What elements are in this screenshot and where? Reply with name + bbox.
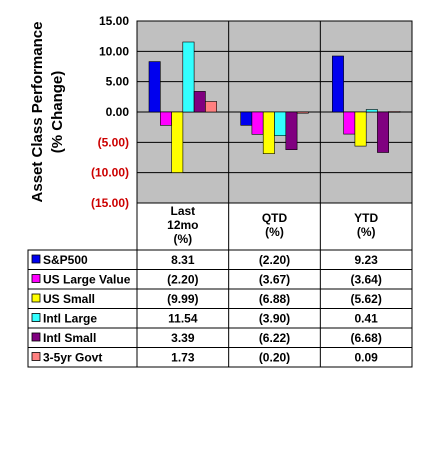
legend-swatch <box>31 352 41 361</box>
bar <box>331 55 344 113</box>
y-axis-label-line: Asset Class Performance <box>29 22 46 203</box>
category-label: YTD <box>354 211 378 225</box>
y-axis-label-line: (% Change) <box>49 71 66 154</box>
bar <box>354 111 367 147</box>
bar <box>205 101 217 113</box>
data-label: 3.39 <box>171 331 195 345</box>
bar <box>377 111 389 153</box>
data-label: 0.41 <box>354 312 378 326</box>
data-label: (9.99) <box>167 292 198 306</box>
legend-swatch <box>31 254 41 264</box>
bar <box>285 111 298 151</box>
y-tick-label: (10.00) <box>91 166 129 180</box>
y-tick-label: (15.00) <box>91 196 129 210</box>
data-label: (2.20) <box>167 273 198 287</box>
bar <box>193 91 206 113</box>
table-row <box>27 347 413 368</box>
legend-label: US Large Value <box>43 273 131 287</box>
bar <box>365 109 378 113</box>
data-label: (2.20) <box>259 253 290 267</box>
y-tick-label: 15.00 <box>99 14 129 28</box>
bar <box>160 111 172 126</box>
legend-label: 3-5yr Govt <box>43 351 102 365</box>
bar <box>251 111 264 135</box>
data-label: (3.64) <box>350 273 381 287</box>
legend-label: S&P500 <box>43 253 88 267</box>
data-label: (6.88) <box>259 292 290 306</box>
category-label: Last <box>170 204 195 218</box>
data-label: 8.31 <box>171 253 195 267</box>
legend-swatch <box>31 313 41 322</box>
data-label: (6.68) <box>350 331 381 345</box>
data-label: (3.90) <box>259 312 290 326</box>
data-label: (5.62) <box>350 292 381 306</box>
category-label: 12mo <box>167 218 198 232</box>
y-tick-label: 0.00 <box>106 105 130 119</box>
bar <box>296 111 309 114</box>
legend-label: US Small <box>43 292 95 306</box>
bar <box>388 111 401 113</box>
data-label: (0.20) <box>259 351 290 365</box>
bar <box>171 111 184 173</box>
bar <box>240 111 253 126</box>
legend-swatch <box>31 293 41 303</box>
legend-swatch <box>31 274 41 283</box>
data-label: 1.73 <box>171 351 195 365</box>
data-label: 11.54 <box>168 312 198 326</box>
legend-label: Intl Large <box>43 312 97 326</box>
bar <box>274 111 287 137</box>
bar <box>343 111 356 135</box>
data-label: (6.22) <box>259 331 290 345</box>
data-label: 0.09 <box>354 351 378 365</box>
category-label: (%) <box>357 225 376 239</box>
legend-swatch <box>31 332 41 342</box>
data-label: (3.67) <box>259 273 290 287</box>
category-label: QTD <box>262 211 288 225</box>
bar <box>262 111 275 155</box>
y-tick-label: 5.00 <box>106 75 130 89</box>
bar <box>148 61 161 113</box>
y-axis-label: Asset Class Performance (% Change) <box>29 22 66 203</box>
legend-label: Intl Small <box>43 331 96 345</box>
bar <box>182 41 195 113</box>
category-label: (%) <box>173 232 192 246</box>
y-tick-label: 10.00 <box>99 44 129 58</box>
category-label: (%) <box>265 225 284 239</box>
data-label: 9.23 <box>354 253 378 267</box>
y-tick-label: (5.00) <box>98 135 129 149</box>
